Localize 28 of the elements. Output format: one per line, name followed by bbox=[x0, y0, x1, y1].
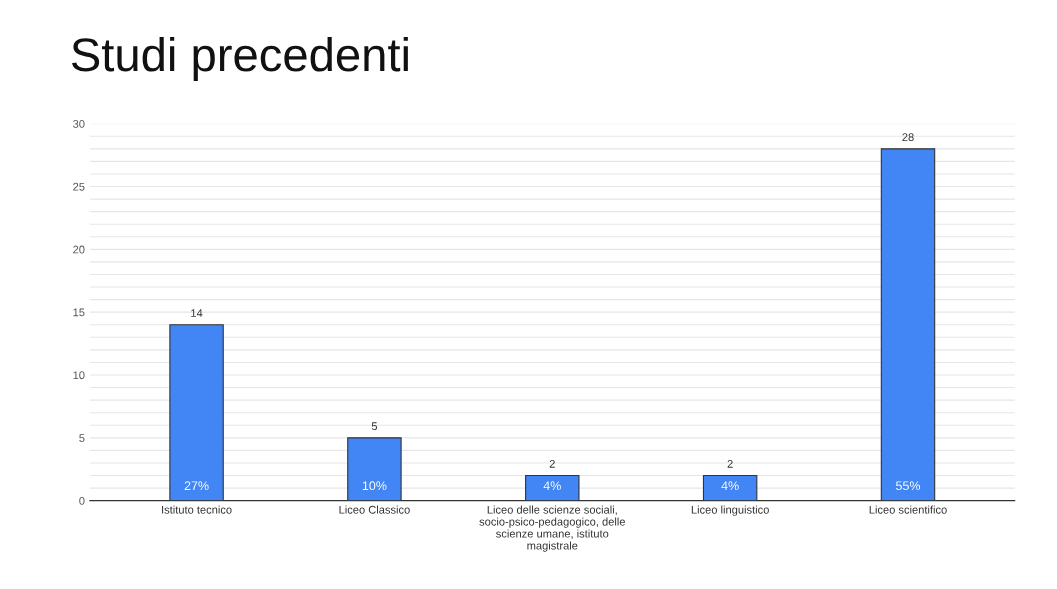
bar bbox=[169, 324, 224, 501]
y-tick-label: 5 bbox=[79, 434, 85, 442]
y-tick-label: 25 bbox=[73, 182, 85, 191]
y-tick-label: 30 bbox=[73, 119, 85, 128]
data-label: 28 bbox=[902, 133, 914, 142]
data-label: 2 bbox=[549, 459, 555, 468]
data-label: 2 bbox=[727, 459, 733, 468]
bar bbox=[880, 148, 936, 501]
x-tick-label: Liceo Classico bbox=[339, 505, 410, 514]
annotation: 4% bbox=[721, 481, 739, 491]
x-tick-label: Liceo delle scienze sociali, socio-psico-pedagogico, delle scienze umane, istituto magistrale bbox=[479, 505, 625, 552]
y-tick-label: 10 bbox=[73, 371, 85, 380]
bar bbox=[702, 474, 758, 501]
annotation: 4% bbox=[543, 481, 561, 491]
chart-title: Studi precedenti bbox=[71, 36, 408, 81]
data-label: 14 bbox=[191, 309, 203, 317]
y-tick-label: 0 bbox=[79, 496, 85, 505]
y-tick-label: 20 bbox=[73, 245, 85, 254]
annotation: 10% bbox=[362, 481, 387, 491]
x-tick-label: Liceo scientifico bbox=[869, 505, 947, 514]
bar bbox=[347, 437, 402, 501]
annotation: 55% bbox=[895, 481, 921, 491]
data-label: 5 bbox=[371, 422, 378, 431]
x-tick-label: Liceo linguistico bbox=[691, 505, 769, 516]
y-tick-label: 15 bbox=[73, 308, 85, 317]
x-tick-label: Istituto tecnico bbox=[162, 505, 232, 514]
bar bbox=[525, 474, 580, 501]
annotation: 27% bbox=[184, 481, 209, 491]
